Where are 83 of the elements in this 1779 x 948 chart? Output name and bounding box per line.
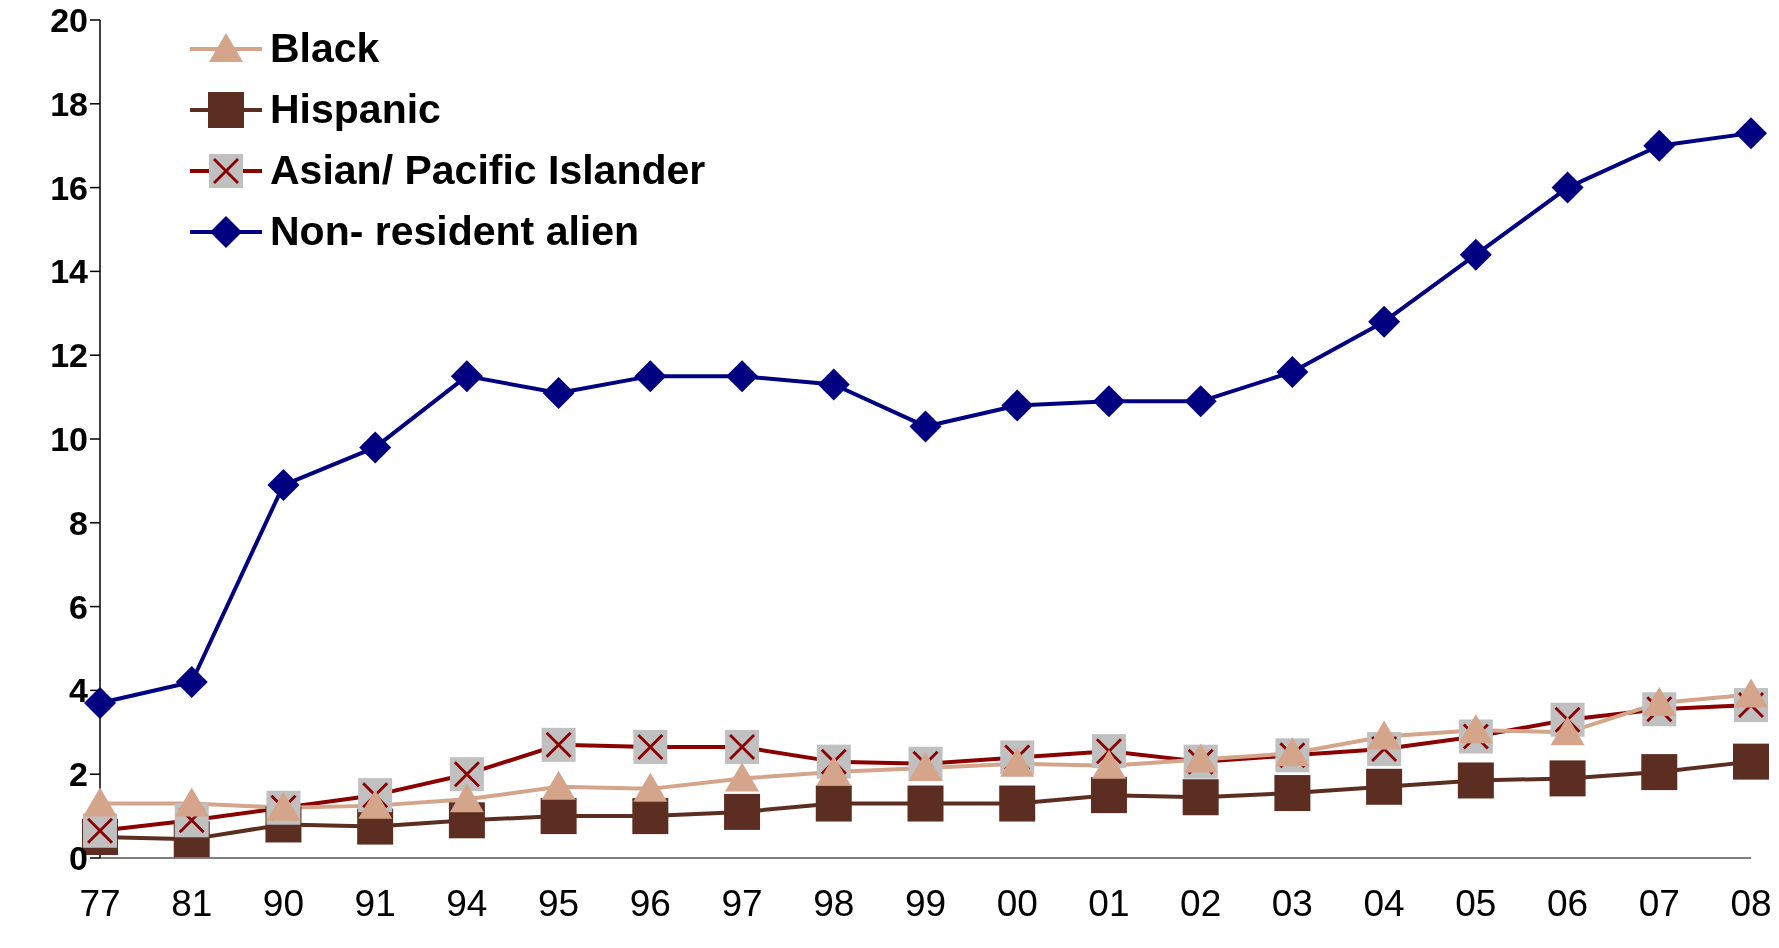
point (1734, 678, 1768, 708)
x-tick-label: 03 (1271, 883, 1313, 925)
y-tick-label: 16 (50, 168, 88, 207)
point (541, 770, 576, 800)
point (1459, 238, 1492, 271)
point (1184, 385, 1217, 418)
x-tick-label: 02 (1180, 883, 1222, 925)
point (1641, 754, 1678, 791)
point (1457, 762, 1494, 799)
point (449, 783, 484, 813)
x-tick-label: 99 (904, 883, 947, 925)
x-tick-label: 90 (262, 883, 305, 925)
point (358, 789, 393, 819)
point (175, 666, 208, 699)
point (726, 360, 759, 393)
x-tick-label: 00 (996, 883, 1038, 925)
point (1367, 720, 1402, 750)
point (1183, 743, 1218, 773)
point (1274, 775, 1311, 812)
point (1366, 768, 1403, 805)
point (540, 798, 577, 835)
x-tick-label: 96 (629, 883, 671, 925)
point (634, 360, 667, 393)
point (1458, 714, 1493, 744)
x-tick-label: 94 (446, 883, 488, 925)
x-tick-label: 81 (171, 883, 213, 925)
x-tick-label: 01 (1088, 883, 1130, 925)
point (1368, 305, 1401, 338)
y-tick-label: 2 (69, 755, 88, 794)
x-tick-label: 97 (721, 883, 763, 925)
x-tick-label: 06 (1546, 883, 1589, 925)
point (1276, 355, 1309, 388)
legend-label: Hispanic (270, 86, 441, 133)
point (1643, 129, 1676, 162)
y-tick-label: 10 (50, 420, 88, 459)
x-tick-label: 08 (1730, 883, 1772, 925)
y-tick-label: 0 (69, 839, 88, 878)
point (999, 785, 1036, 822)
point (83, 787, 117, 817)
point (267, 469, 300, 502)
y-tick-label: 18 (50, 84, 88, 123)
y-tick-label: 6 (69, 587, 88, 626)
point (1733, 743, 1769, 780)
point (816, 756, 851, 786)
point (1275, 737, 1310, 767)
y-tick-label: 14 (50, 252, 89, 291)
x-tick-label: 77 (79, 883, 121, 925)
point (359, 431, 392, 464)
point (907, 785, 944, 822)
legend-label: Black (270, 25, 380, 72)
y-tick-label: 12 (50, 336, 88, 375)
legend-label: Asian/ Pacific Islander (270, 147, 706, 194)
point (1642, 686, 1677, 716)
point (1735, 117, 1767, 150)
x-tick-label: 04 (1363, 883, 1405, 925)
point (724, 793, 761, 830)
y-tick-label: 4 (69, 671, 89, 710)
point (542, 376, 575, 409)
point (1092, 385, 1125, 418)
x-tick-label: 98 (813, 883, 855, 925)
point (1001, 389, 1034, 422)
point (1090, 777, 1127, 814)
legend-label: Non- resident alien (270, 208, 640, 255)
point (1551, 171, 1584, 204)
point (817, 368, 850, 401)
point (909, 410, 942, 443)
point (632, 798, 669, 835)
point (1182, 779, 1219, 816)
point (1091, 749, 1126, 779)
point (174, 787, 209, 817)
point (1000, 747, 1035, 777)
y-tick-label: 20 (50, 1, 88, 40)
x-tick-label: 07 (1638, 883, 1680, 925)
point (633, 772, 668, 802)
point (1549, 760, 1586, 797)
x-tick-label: 95 (538, 883, 580, 925)
point (1550, 716, 1585, 746)
point (725, 762, 760, 792)
x-tick-label: 05 (1455, 883, 1497, 925)
x-tick-label: 91 (354, 883, 396, 925)
point (450, 360, 483, 393)
y-tick-label: 8 (69, 503, 88, 542)
point (815, 785, 852, 822)
